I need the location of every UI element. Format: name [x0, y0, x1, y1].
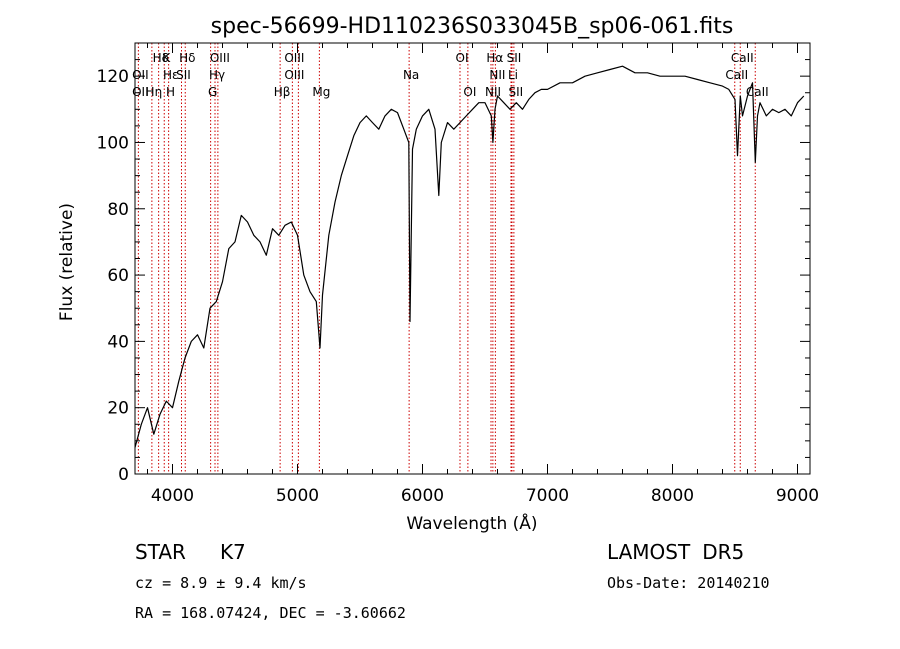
- line-label-12: OIII: [284, 51, 304, 65]
- line-label-13: OIII: [284, 68, 304, 82]
- line-label-4: Hε: [163, 68, 179, 82]
- x-tick-label-7000: 7000: [526, 486, 569, 506]
- line-label-7: SII: [176, 68, 191, 82]
- line-label-3: K: [162, 51, 171, 65]
- line-label-23: NII: [485, 85, 501, 99]
- data-release: DR5: [702, 540, 745, 564]
- line-label-9: OIII: [210, 51, 230, 65]
- line-label-20: SII: [507, 51, 522, 65]
- y-axis-label: Flux (relative): [57, 203, 77, 321]
- survey-name: LAMOST: [607, 540, 691, 564]
- line-label-24: SII: [509, 85, 524, 99]
- y-tick-label-0: 0: [118, 465, 129, 485]
- line-label-26: CaII: [725, 68, 748, 82]
- line-label-17: OI: [456, 51, 469, 65]
- y-tick-label-20: 20: [107, 399, 129, 419]
- spectrum-line: [134, 65, 805, 448]
- line-label-14: Hβ: [274, 85, 291, 99]
- x-tick-label-8000: 8000: [651, 486, 694, 506]
- line-label-0: Hδ: [153, 51, 169, 65]
- survey-label: LAMOST DR5: [607, 540, 744, 564]
- y-tick-label-120: 120: [97, 67, 129, 87]
- line-label-18: OI: [463, 85, 476, 99]
- x-axis-label: Wavelength (Å): [406, 512, 537, 534]
- line-label-21: NII: [489, 68, 505, 82]
- x-tick-label-5000: 5000: [276, 486, 319, 506]
- y-tick-label-40: 40: [107, 332, 129, 352]
- line-label-6: H: [166, 85, 175, 99]
- line-label-22: Li: [508, 68, 518, 82]
- line-markers: [137, 43, 756, 474]
- line-label-1: OII: [132, 68, 149, 82]
- line-label-16: Na: [403, 68, 419, 82]
- obs-date: Obs-Date: 20140210: [607, 574, 770, 592]
- x-tick-label-4000: 4000: [151, 486, 194, 506]
- y-tick-label-60: 60: [107, 266, 129, 286]
- class-label: STAR K7: [135, 540, 246, 564]
- ra-dec: RA = 168.07424, DEC = -3.60662: [135, 604, 406, 622]
- y-tick-label-80: 80: [107, 200, 129, 220]
- spectrum-series: [134, 65, 805, 448]
- chart-title: spec-56699-HD110236S033045B_sp06-061.fit…: [211, 14, 734, 39]
- line-label-25: CaII: [731, 51, 754, 65]
- cz-value: cz = 8.9 ± 9.4 km/s: [135, 574, 307, 592]
- line-label-2: OII: [132, 85, 149, 99]
- line-label-15: Mg: [312, 85, 330, 99]
- x-tick-label-9000: 9000: [776, 486, 819, 506]
- star-subclass: K7: [219, 540, 246, 564]
- line-label-10: Hγ: [209, 68, 225, 82]
- line-label-11: G: [208, 85, 217, 99]
- x-tick-label-6000: 6000: [401, 486, 444, 506]
- line-label-5: Hη: [146, 85, 163, 99]
- y-tick-label-100: 100: [97, 133, 129, 153]
- plot-frame: [134, 42, 811, 475]
- line-label-8: Hδ: [179, 51, 195, 65]
- star-class: STAR: [135, 540, 186, 564]
- line-label-19: Hα: [486, 51, 503, 65]
- y-axis: 0 20 40 60 80 100 120: [97, 42, 810, 485]
- x-axis: 4000 5000 6000 7000 8000 9000: [147, 43, 819, 506]
- line-label-27: CaII: [746, 85, 769, 99]
